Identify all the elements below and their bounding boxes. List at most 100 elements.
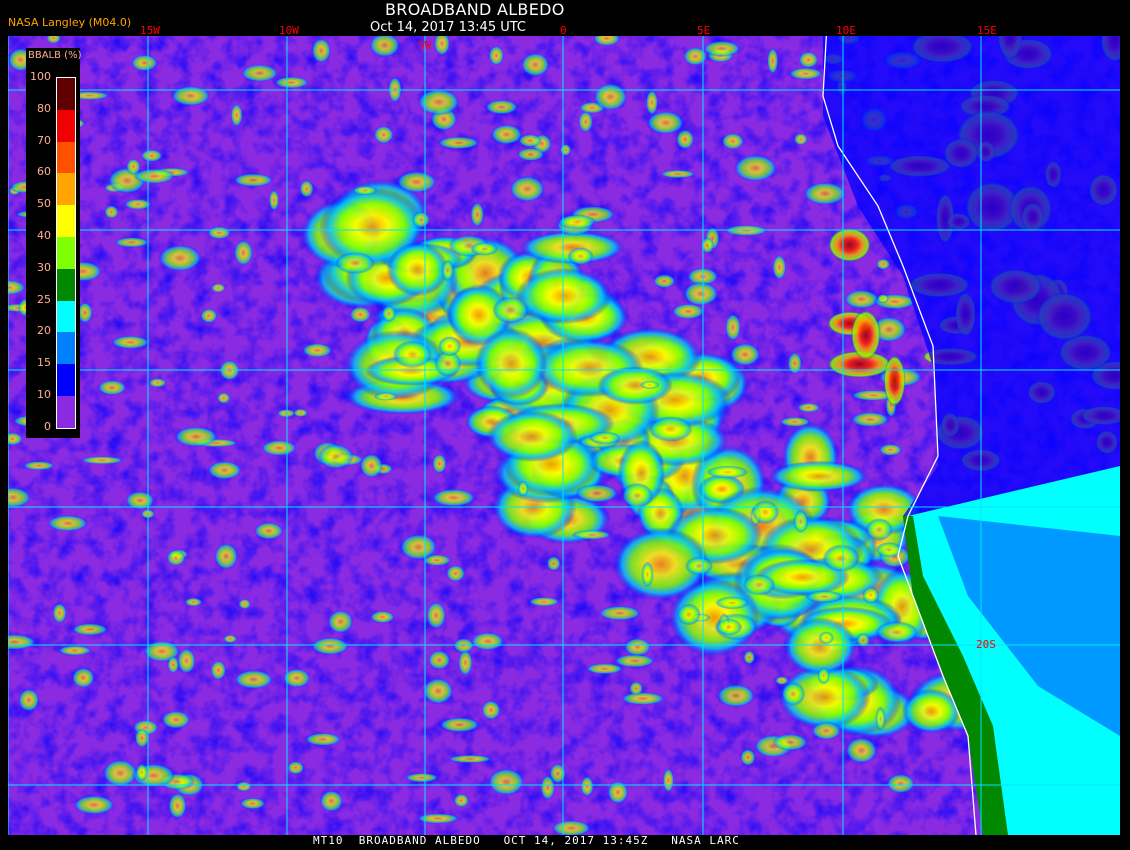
cloud-blob [551,820,592,835]
cloud-blob [783,617,857,676]
legend-swatch [57,78,75,110]
cloud-blob [167,656,180,674]
cloud-blob [588,431,621,445]
cloud-blob [768,460,869,492]
cloud-blob [239,797,266,810]
cloud-blob [845,737,878,764]
cloud-blob [57,645,92,656]
cloud-blob [223,634,238,644]
cloud-blob [52,602,67,624]
legend-tick-label: 80 [37,101,51,115]
legend-swatch [57,141,75,174]
cloud-blob [754,558,851,596]
cloud-blob [233,173,274,187]
cloud-blob [597,366,673,405]
legend-tick-label: 0 [44,419,51,433]
cloud-blob [700,237,715,254]
cloud-blob [803,181,847,206]
cloud-blob [787,352,802,375]
cloud-blob [685,556,714,576]
cloud-blob [140,149,163,162]
cloud-blob [850,411,890,428]
land-desert-mid [938,516,1120,736]
cloud-blob [214,542,239,570]
cloud-blob [207,226,231,240]
credit-label: NASA Langley (M04.0) [8,16,132,29]
legend-tick-label: 70 [37,133,51,147]
albedo-map [8,36,1120,835]
cloud-blob [293,408,308,417]
cloud-blob [772,733,809,751]
cloud-blob [268,189,280,211]
cloud-blob [729,342,761,367]
cloud-blob [349,306,372,323]
cloud-blob [447,284,512,347]
cloud-blob [417,88,461,116]
cloud-blob [593,36,621,47]
legend-tick-label: 25 [37,292,51,306]
cloud-blob [177,647,196,674]
cloud-blob [484,99,519,115]
cloud-blob [282,668,311,688]
cloud-blob [793,133,808,146]
cloud-blob [624,637,652,657]
cloud-blob [373,125,394,145]
cloud-blob [614,654,656,668]
cloud-blob [492,296,529,324]
cloud-blob [359,453,383,479]
cloud-blob [416,813,460,824]
cloud-fields [8,36,1120,835]
cloud-blob [676,129,695,150]
cloud-blob [875,706,886,732]
cloud-blob [422,677,454,705]
cloud-blob [865,518,893,541]
cloud-blob [170,85,211,107]
cloud-blob [46,515,89,532]
legend-tick-label: 100 [30,70,51,83]
cloud-blob [428,650,451,670]
cloud-blob [567,247,594,266]
cloud-blob [431,488,476,507]
cloud-blob [488,45,505,66]
map-timestamp: Oct 14, 2017 13:45 UTC [370,20,526,35]
cloud-blob [585,663,624,675]
cloud-blob [902,688,961,734]
cloud-blob [8,487,32,508]
legend-tick-label: 15 [37,356,51,370]
cloud-blob [578,110,594,133]
cloud-blob [158,244,202,272]
cloud-blob [161,710,191,729]
cloud-blob [660,169,696,179]
cloud-blob [438,336,462,357]
cloud-blob [318,443,354,470]
cloud-blob [520,52,550,77]
cloud-blob [827,227,872,263]
cloud-blob [767,47,779,75]
legend-colorbar [56,77,76,429]
cloud-blob [299,179,314,198]
cloud-blob [396,170,437,194]
cloud-blob [210,283,226,293]
cloud-blob [404,772,439,783]
cloud-blob [475,328,548,400]
cloud-blob [546,556,561,572]
cloud-blob [134,728,150,748]
cloud-blob [261,439,298,457]
cloud-blob [8,634,37,650]
cloud-blob [335,252,375,275]
cloud-blob [777,664,871,730]
cloud-blob [876,258,891,270]
lon-label-15e: 15E [977,24,997,37]
cloud-blob [148,378,167,388]
legend-tick-label: 30 [37,260,51,274]
legend-title: BBALB (%) [28,50,82,61]
cloud-blob [71,623,109,636]
cloud-blob [207,460,242,480]
cloud-blob [304,732,342,746]
cloud-blob [71,667,95,689]
cloud-blob [18,688,40,712]
cloud-blob [515,267,613,325]
cloud-blob [453,638,474,653]
lon-label-10w: 10W [279,24,299,37]
cloud-blob [386,242,449,297]
